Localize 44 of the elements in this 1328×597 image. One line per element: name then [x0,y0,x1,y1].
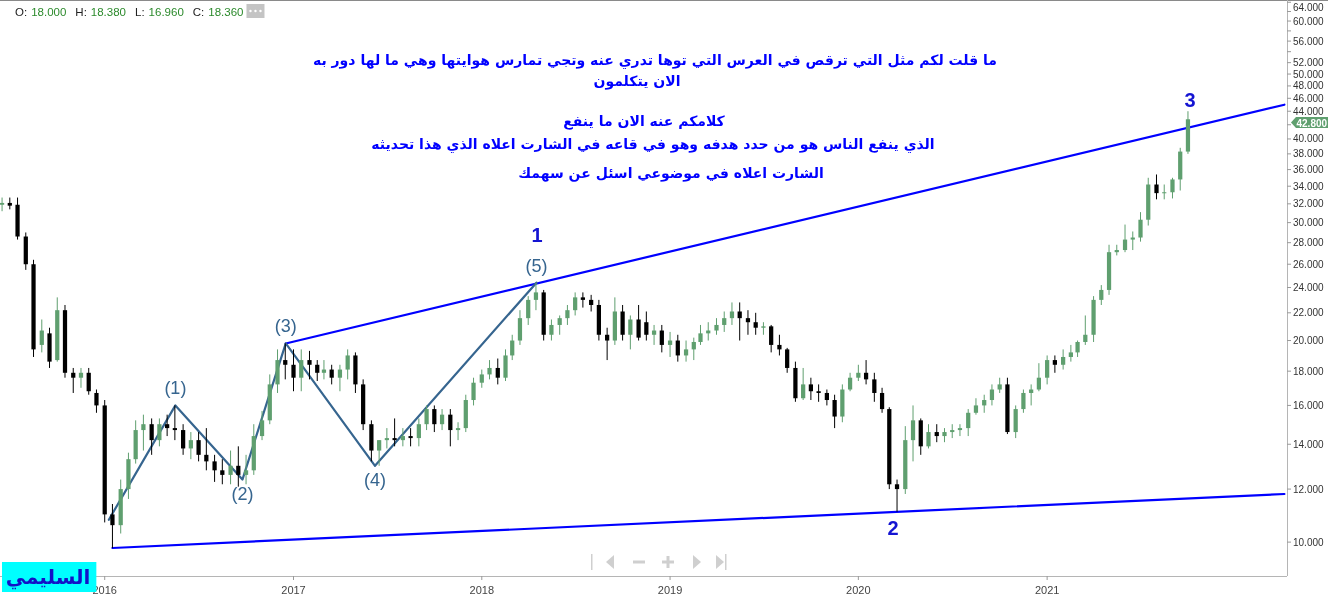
y-tick-label: 36.000 [1293,164,1325,176]
y-tick-label: 40.000 [1293,133,1325,145]
y-tick-label: 64.000 [1293,1,1325,13]
annotation: السليمي [5,565,91,590]
x-tick-label: 2018 [469,584,495,596]
y-tick-label: 24.000 [1293,282,1325,294]
y-tick-label: 50.000 [1293,68,1325,80]
y-tick-label: 18.000 [1293,365,1325,377]
y-tick-label: 34.000 [1293,180,1325,192]
annotation: كلامكم عنه الان ما ينفع [563,113,726,130]
y-tick-label: 44.000 [1293,105,1325,117]
y-tick-label: 48.000 [1293,80,1325,92]
annotation: (4) [364,469,387,490]
y-tick-label: 16.000 [1293,399,1325,411]
annotation: 2 [887,517,899,539]
x-tick-label: 2019 [657,584,683,596]
x-tick-label: 2021 [1034,584,1060,596]
annotation: 1 [531,224,543,246]
annotation: الان يتكلمون [593,73,681,90]
y-tick-label: 30.000 [1293,217,1325,229]
y-tick-label: 20.000 [1293,335,1325,347]
y-tick-label: 52.000 [1293,57,1325,69]
text: O: 18.000 H: 18.380 L: 16.960 C: 18.360 [15,6,244,18]
annotation: (2) [231,483,254,504]
y-tick-label: 28.000 [1293,237,1325,249]
y-tick-label: 10.000 [1293,536,1325,548]
y-tick-label: 38.000 [1293,148,1325,160]
y-tick-label: 32.000 [1293,198,1325,210]
annotation: (1) [164,378,187,399]
y-tick-label: 12.000 [1293,483,1325,495]
annotation: (5) [525,255,548,276]
annotation: ما قلت لكم مثل التي ترقص في العرس التي توها تدري عنه وتجي تمارس هوايتها وهي ما لها دور به [312,52,998,70]
y-tick-label: 26.000 [1293,258,1325,270]
x-tick-label: 2017 [281,584,306,596]
y-tick-label: 56.000 [1293,35,1325,47]
y-tick-label: 14.000 [1293,438,1325,450]
x-tick-label: 2020 [846,584,871,596]
y-tick-label: 46.000 [1293,92,1325,104]
annotation: 3 [1184,89,1196,111]
y-tick-label: 60.000 [1293,15,1325,27]
annotation: (3) [274,316,297,337]
annotation: الشارت اعلاه في موضوعي اسئل عن سهمك [518,165,824,182]
annotation: الذي ينفع الناس هو من حدد هدفه وهو في قاعه في الشارت اعلاه الذي هذا تحديثه [371,136,935,154]
y-tick-label: 22.000 [1293,307,1325,319]
